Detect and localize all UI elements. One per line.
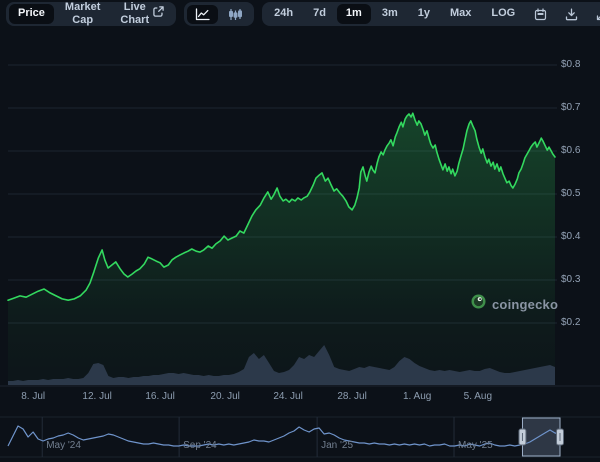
plot-hover-area[interactable] bbox=[8, 32, 555, 332]
x-tick-label: 8. Jul bbox=[21, 391, 46, 402]
fullscreen-button[interactable] bbox=[588, 5, 600, 24]
range-7d-button[interactable]: 7d bbox=[304, 4, 335, 23]
range-24h-button[interactable]: 24h bbox=[265, 4, 302, 23]
navigator[interactable] bbox=[0, 416, 600, 458]
tab-market-cap[interactable]: Market Cap bbox=[56, 0, 109, 30]
navigator-time-label: May '25 bbox=[458, 440, 493, 451]
navigator-selection-window[interactable] bbox=[521, 417, 561, 457]
range-switcher: 24h 7d 1m 3m 1y Max LOG bbox=[262, 2, 600, 26]
y-tick-label: $0.5 bbox=[561, 188, 581, 199]
chart-type-switcher bbox=[184, 2, 255, 26]
external-link-icon bbox=[153, 6, 164, 21]
price-series bbox=[7, 112, 556, 385]
range-1m-button[interactable]: 1m bbox=[336, 4, 371, 24]
coingecko-watermark-text: coingecko bbox=[492, 296, 559, 312]
calendar-icon bbox=[534, 7, 547, 21]
navigator-time-label: May '24 bbox=[46, 440, 81, 451]
x-tick-label: 20. Jul bbox=[210, 391, 240, 402]
volume-bars bbox=[8, 345, 555, 385]
y-tick-label: $0.2 bbox=[561, 317, 581, 328]
y-tick-label: $0.7 bbox=[561, 102, 581, 113]
candlestick-chart-type-button[interactable] bbox=[220, 5, 251, 24]
navigator-time-label: Jan '25 bbox=[321, 440, 354, 451]
tab-price[interactable]: Price bbox=[9, 4, 54, 24]
candlestick-chart-icon bbox=[228, 8, 243, 21]
y-tick-label: $0.3 bbox=[561, 274, 581, 285]
y-tick-label: $0.6 bbox=[561, 145, 581, 156]
fullscreen-icon bbox=[596, 8, 600, 21]
chart-toolbar: Price Market Cap Live Chart bbox=[6, 1, 600, 26]
line-chart-type-button[interactable] bbox=[187, 4, 219, 24]
download-button[interactable] bbox=[557, 5, 586, 24]
coingecko-watermark: coingecko bbox=[471, 294, 558, 314]
live-chart-label: Live Chart bbox=[120, 0, 150, 26]
tab-live-chart[interactable]: Live Chart bbox=[111, 0, 173, 30]
x-tick-label: 5. Aug bbox=[463, 391, 493, 402]
y-tick-label: $0.8 bbox=[561, 59, 581, 70]
x-tick-label: 24. Jul bbox=[273, 391, 303, 402]
x-tick-label: 1. Aug bbox=[402, 391, 432, 402]
calendar-button[interactable] bbox=[526, 5, 555, 24]
coingecko-logo-icon bbox=[471, 294, 486, 314]
view-switcher: Price Market Cap Live Chart bbox=[6, 1, 177, 26]
log-scale-button[interactable]: LOG bbox=[482, 4, 524, 23]
x-tick-label: 12. Jul bbox=[82, 391, 112, 402]
range-1y-button[interactable]: 1y bbox=[409, 4, 439, 23]
download-icon bbox=[565, 8, 578, 21]
navigator-time-label: Sep '24 bbox=[183, 440, 217, 451]
x-tick-label: 28. Jul bbox=[337, 391, 367, 402]
y-tick-label: $0.4 bbox=[561, 231, 581, 242]
line-chart-icon bbox=[195, 7, 210, 21]
x-tick-label: 16. Jul bbox=[145, 391, 175, 402]
range-3m-button[interactable]: 3m bbox=[373, 4, 407, 23]
range-max-button[interactable]: Max bbox=[441, 4, 480, 23]
